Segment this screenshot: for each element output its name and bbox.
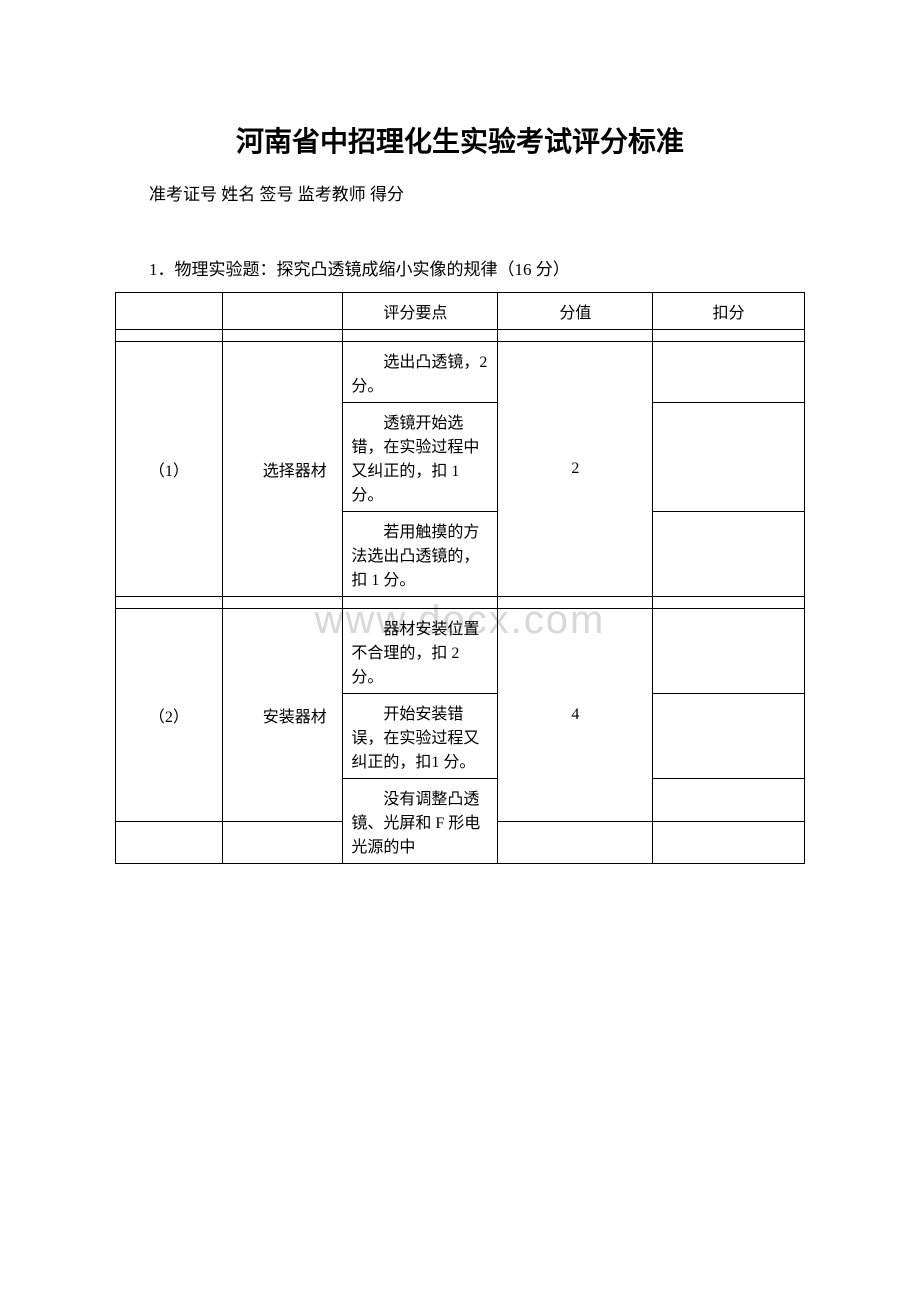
document-content: 河南省中招理化生实验考试评分标准 准考证号 姓名 签号 监考教师 得分 1．物理… — [115, 120, 805, 864]
empty-cell — [222, 821, 343, 864]
step-number: （1） — [116, 342, 223, 597]
empty-cell — [116, 821, 223, 864]
spacer-row — [116, 330, 805, 342]
spacer-row — [116, 597, 805, 609]
criteria-cell: 开始安装错误，在实验过程又纠正的，扣1 分。 — [343, 694, 498, 779]
table-row: （2） 安装器材 器材安装位置不合理的，扣 2分。 4 — [116, 609, 805, 694]
step-name: 选择器材 — [222, 342, 343, 597]
deduction-cell — [653, 821, 805, 864]
table-header-row: 评分要点 分值 扣分 — [116, 293, 805, 330]
criteria-cell: 器材安装位置不合理的，扣 2分。 — [343, 609, 498, 694]
header-cell-deduction: 扣分 — [653, 293, 805, 330]
step-number: （2） — [116, 609, 223, 822]
header-info-line: 准考证号 姓名 签号 监考教师 得分 — [115, 180, 805, 205]
deduction-cell — [653, 403, 805, 512]
header-cell-empty — [222, 293, 343, 330]
deduction-cell — [653, 779, 805, 822]
criteria-cell: 没有调整凸透镜、光屏和 F 形电光源的中 — [343, 779, 498, 864]
page-title: 河南省中招理化生实验考试评分标准 — [115, 120, 805, 160]
criteria-cell: 若用触摸的方法选出凸透镜的，扣 1 分。 — [343, 512, 498, 597]
section-title: 1．物理实验题：探究凸透镜成缩小实像的规律（16 分） — [115, 255, 805, 280]
header-cell-score: 分值 — [498, 293, 653, 330]
step-name: 安装器材 — [222, 609, 343, 822]
score-cell: 2 — [498, 342, 653, 597]
criteria-cell: 透镜开始选错，在实验过程中又纠正的，扣 1 分。 — [343, 403, 498, 512]
scoring-table: 评分要点 分值 扣分 （1） 选择器材 选出凸透镜，2 分。 2 透镜开始选错，… — [115, 292, 805, 864]
table-row: （1） 选择器材 选出凸透镜，2 分。 2 — [116, 342, 805, 403]
criteria-cell: 选出凸透镜，2 分。 — [343, 342, 498, 403]
deduction-cell — [653, 609, 805, 694]
deduction-cell — [653, 694, 805, 779]
empty-cell — [498, 821, 653, 864]
score-cell: 4 — [498, 609, 653, 822]
header-cell-criteria: 评分要点 — [343, 293, 498, 330]
header-cell-empty — [116, 293, 223, 330]
deduction-cell — [653, 512, 805, 597]
deduction-cell — [653, 342, 805, 403]
